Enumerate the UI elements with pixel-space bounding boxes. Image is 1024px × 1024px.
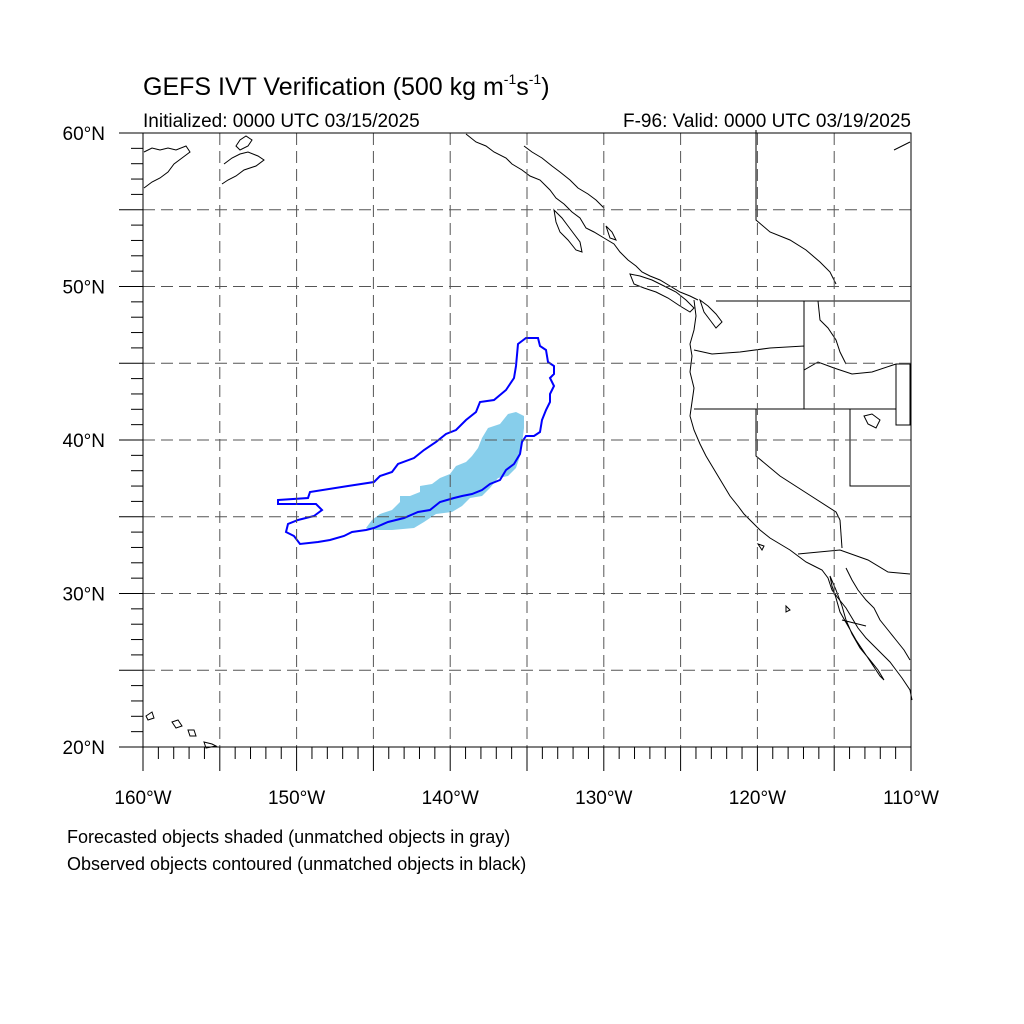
lat-tick-label: 50°N <box>63 278 105 299</box>
axis-labels: 60°N 50°N 40°N 30°N 20°N 160°W 150°W 140°W 130°W… <box>63 124 939 809</box>
coastlines <box>143 130 913 749</box>
lon-tick-label: 130°W <box>575 788 632 809</box>
lat-tick-label: 20°N <box>63 738 105 759</box>
lat-tick-label: 60°N <box>63 124 105 145</box>
initialized-time: Initialized: 0000 UTC 03/15/2025 <box>143 111 420 132</box>
lon-tick-label: 160°W <box>114 788 171 809</box>
legend-note-forecast: Forecasted objects shaded (unmatched obj… <box>67 827 511 847</box>
lat-tick-label: 40°N <box>63 431 105 452</box>
graticule <box>143 133 911 747</box>
legend-note-observed: Observed objects contoured (unmatched ob… <box>67 854 527 874</box>
map-title: GEFS IVT Verification (500 kg m-1s-1) <box>143 71 550 101</box>
lat-tick-label: 30°N <box>63 585 105 606</box>
valid-time: F-96: Valid: 0000 UTC 03/19/2025 <box>623 111 911 132</box>
forecast-object-shaded <box>366 412 524 530</box>
lon-tick-label: 120°W <box>729 788 786 809</box>
lon-tick-label: 110°W <box>883 788 939 809</box>
lon-tick-label: 150°W <box>268 788 325 809</box>
lon-tick-label: 140°W <box>422 788 479 809</box>
axis-ticks <box>119 132 912 771</box>
observed-object-contour <box>277 337 556 546</box>
